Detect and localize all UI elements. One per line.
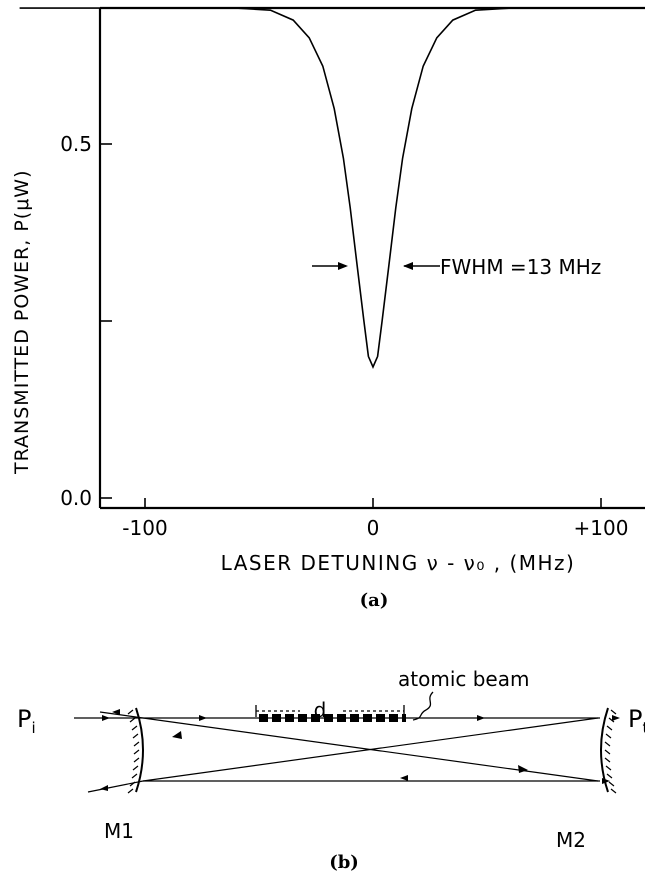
arrow-icon xyxy=(102,715,110,721)
x-tick-label: 0 xyxy=(367,516,380,540)
input-power-label: Pi xyxy=(17,705,36,737)
panel-label-a: (a) xyxy=(360,590,389,611)
cross-beam-up xyxy=(142,717,599,782)
input-beam xyxy=(99,711,144,719)
y-tick-label: 0.0 xyxy=(60,486,92,510)
y-axis-title: TRANSMITTED POWER, P(μW) xyxy=(11,169,33,475)
x-axis-title: LASER DETUNING ν - ν₀ , (MHz) xyxy=(221,551,576,575)
fwhm-left-arrow-head xyxy=(338,262,348,270)
mirror-m1-label: M1 xyxy=(104,819,134,843)
y-ticks xyxy=(100,143,112,499)
panel-label-b: (b) xyxy=(329,852,359,873)
fwhm-label: FWHM =13 MHz xyxy=(440,255,601,279)
arrow-icon xyxy=(112,709,120,715)
atomic-beam-label: atomic beam xyxy=(398,667,529,691)
output-power-label: Pt xyxy=(628,705,645,737)
fwhm-annotation: FWHM =13 MHz xyxy=(312,255,601,279)
x-tick-labels: -100 0 +100 xyxy=(122,516,628,540)
atomic-beam-pointer xyxy=(412,691,434,721)
arrow-icon xyxy=(518,765,528,773)
x-ticks xyxy=(144,498,602,508)
cavity-diagram: atomic beam d xyxy=(17,667,645,873)
fwhm-right-arrow-head xyxy=(403,262,413,270)
chart-panel: 0.0 0.5 -100 0 +100 FWHM =13 MHz TRANSMITTE… xyxy=(11,6,645,611)
arrow-icon xyxy=(612,715,620,721)
arrow-icon xyxy=(199,715,207,721)
x-tick-label: +100 xyxy=(574,516,629,540)
mirror-m1 xyxy=(127,707,144,794)
mirror-m2-label: M2 xyxy=(556,828,586,852)
y-tick-label: 0.5 xyxy=(60,132,92,156)
arrow-icon xyxy=(172,731,182,739)
arrow-icon xyxy=(477,715,485,721)
arrow-icon xyxy=(400,775,408,781)
series-line-transmitted-power xyxy=(19,7,645,370)
y-tick-labels: 0.0 0.5 xyxy=(60,132,92,510)
mirror-m2 xyxy=(600,707,617,794)
arrow-icon xyxy=(100,785,108,791)
x-tick-label: -100 xyxy=(122,516,167,540)
